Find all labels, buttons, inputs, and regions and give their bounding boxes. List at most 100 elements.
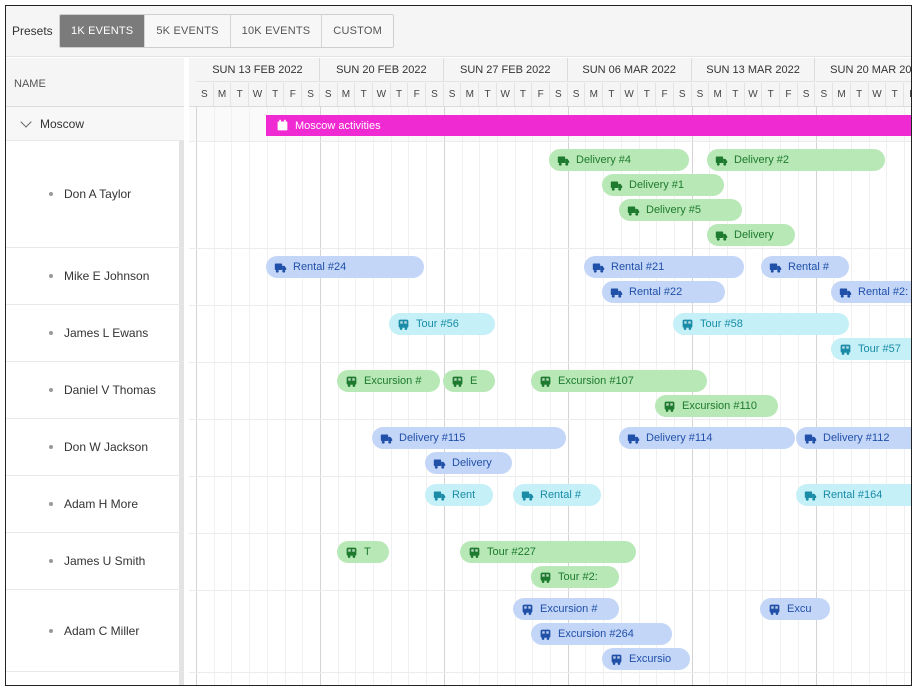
grid-line bbox=[266, 107, 268, 685]
event-bar[interactable]: Rental #22 bbox=[602, 281, 725, 303]
row-divider bbox=[189, 362, 911, 363]
grid-line bbox=[373, 107, 374, 685]
day-header: F bbox=[285, 83, 303, 106]
resource-name: Daniel V Thomas bbox=[64, 383, 156, 397]
event-bar[interactable]: Rental #164 bbox=[796, 484, 911, 506]
event-bar[interactable]: E bbox=[443, 370, 495, 392]
grid-line bbox=[443, 107, 445, 685]
event-label: Excursion #107 bbox=[558, 375, 634, 387]
resource-row[interactable]: Don A Taylor bbox=[6, 141, 184, 248]
day-header: W bbox=[373, 83, 391, 106]
resource-row[interactable]: Daniel V Thomas bbox=[6, 362, 184, 419]
resource-name: Don A Taylor bbox=[64, 187, 132, 201]
day-header: T bbox=[639, 83, 657, 106]
event-label: Tour #227 bbox=[487, 546, 536, 558]
bus-icon bbox=[345, 375, 364, 388]
day-header: W bbox=[497, 83, 515, 106]
preset-custom-button[interactable]: CUSTOM bbox=[322, 15, 393, 47]
event-bar[interactable]: Rental # bbox=[513, 484, 601, 506]
resource-name: Adam H More bbox=[64, 497, 139, 511]
row-divider bbox=[189, 533, 911, 534]
day-header: T bbox=[603, 83, 621, 106]
preset-5k-events-button[interactable]: 5K EVENTS bbox=[145, 15, 231, 47]
event-bar[interactable]: Excursion #107 bbox=[531, 370, 707, 392]
grid-line bbox=[532, 107, 534, 685]
event-bar[interactable]: Excursion # bbox=[513, 598, 619, 620]
week-header: SUN 06 MAR 2022 bbox=[567, 58, 692, 82]
truck-icon bbox=[521, 489, 540, 502]
event-bar[interactable]: Excursio bbox=[602, 648, 690, 670]
event-bar[interactable]: Delivery #1 bbox=[602, 174, 724, 196]
toolbar: Presets 1K EVENTS 5K EVENTS 10K EVENTS C… bbox=[6, 6, 911, 57]
truck-icon bbox=[380, 432, 399, 445]
event-label: Delivery bbox=[452, 457, 492, 469]
grid-line bbox=[337, 107, 339, 685]
event-bar[interactable]: Delivery #112 bbox=[796, 427, 911, 449]
event-label: Rental #2: bbox=[858, 286, 909, 298]
event-label: Rental # bbox=[540, 489, 581, 501]
grid-line bbox=[496, 107, 498, 685]
resource-name: Don W Jackson bbox=[64, 440, 149, 454]
event-bar[interactable]: Rental #21 bbox=[584, 256, 744, 278]
event-bar[interactable]: Tour #2: bbox=[531, 566, 619, 588]
bus-icon bbox=[539, 628, 558, 641]
event-label: Excursion #110 bbox=[682, 400, 758, 412]
resource-row[interactable]: Adam C Miller bbox=[6, 590, 184, 672]
truck-icon bbox=[610, 179, 629, 192]
resource-name: Mike E Johnson bbox=[64, 269, 150, 283]
day-header: T bbox=[886, 83, 904, 106]
bullet-icon bbox=[49, 331, 53, 335]
truck-icon bbox=[627, 204, 646, 217]
event-bar[interactable]: Tour #57 bbox=[831, 338, 911, 360]
event-label: E bbox=[470, 375, 478, 387]
day-header: S bbox=[320, 83, 338, 106]
resource-name: James L Ewans bbox=[64, 326, 149, 340]
grid-line bbox=[620, 107, 622, 685]
event-label: Tour #57 bbox=[858, 343, 901, 355]
event-bar[interactable]: Tour #227 bbox=[460, 541, 636, 563]
event-bar[interactable]: T bbox=[337, 541, 389, 563]
event-label: Tour #2: bbox=[558, 571, 598, 583]
grid-line bbox=[426, 107, 428, 685]
event-bar[interactable]: Rental #2: bbox=[831, 281, 911, 303]
resource-row[interactable]: Mike E Johnson bbox=[6, 248, 184, 305]
resource-row[interactable]: James L Ewans bbox=[6, 305, 184, 362]
truck-icon bbox=[804, 489, 823, 502]
event-bar[interactable]: Rental #24 bbox=[266, 256, 424, 278]
event-bar[interactable]: Excursion #110 bbox=[655, 395, 778, 417]
event-bar[interactable]: Delivery #5 bbox=[619, 199, 742, 221]
event-bar[interactable]: Delivery bbox=[707, 224, 795, 246]
event-bar[interactable]: Moscow activities bbox=[266, 115, 911, 136]
event-bar[interactable]: Excursion #264 bbox=[531, 623, 672, 645]
chevron-down-icon[interactable] bbox=[20, 115, 32, 128]
resource-row[interactable]: Don W Jackson bbox=[6, 419, 184, 476]
group-row-moscow[interactable]: Moscow bbox=[6, 107, 184, 141]
event-bar[interactable]: Rent bbox=[425, 484, 493, 506]
event-bar[interactable]: Delivery #4 bbox=[549, 149, 689, 171]
grid-line bbox=[815, 107, 817, 685]
presets-label: Presets bbox=[12, 24, 53, 38]
day-header: S bbox=[426, 83, 444, 106]
event-bar[interactable]: Rental # bbox=[761, 256, 849, 278]
bus-icon bbox=[468, 546, 487, 559]
resource-column: NAME Moscow Don A Taylor Mike E Johnson … bbox=[6, 58, 184, 685]
bullet-icon bbox=[49, 274, 53, 278]
event-bar[interactable]: Delivery #115 bbox=[372, 427, 566, 449]
row-divider bbox=[189, 248, 911, 249]
event-bar[interactable]: Excu bbox=[760, 598, 830, 620]
event-label: Delivery #114 bbox=[646, 432, 713, 444]
event-bar[interactable]: Delivery #2 bbox=[707, 149, 885, 171]
event-bar[interactable]: Delivery bbox=[425, 452, 512, 474]
preset-1k-events-button[interactable]: 1K EVENTS bbox=[60, 15, 146, 47]
preset-10k-events-button[interactable]: 10K EVENTS bbox=[230, 15, 323, 47]
event-bar[interactable]: Tour #58 bbox=[673, 313, 849, 335]
bullet-icon bbox=[49, 192, 53, 196]
event-bar[interactable]: Excursion # bbox=[337, 370, 440, 392]
event-bar[interactable]: Tour #56 bbox=[389, 313, 495, 335]
day-header: M bbox=[585, 83, 604, 106]
event-bar[interactable]: Delivery #114 bbox=[619, 427, 795, 449]
name-column-header[interactable]: NAME bbox=[6, 58, 184, 107]
resource-row[interactable]: Adam H More bbox=[6, 476, 184, 533]
grid-line bbox=[249, 107, 251, 685]
resource-row[interactable]: James U Smith bbox=[6, 533, 184, 590]
